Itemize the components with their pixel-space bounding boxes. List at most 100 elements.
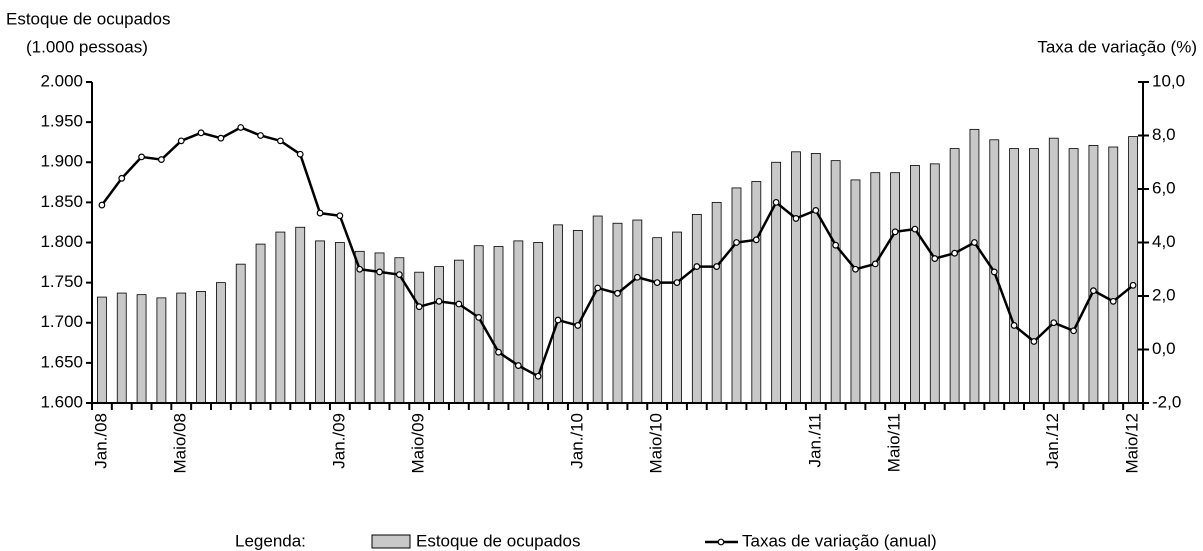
bar: [156, 297, 167, 404]
bar: [453, 259, 464, 404]
line-point: [633, 273, 641, 281]
y2-tick-label: 2,0: [1152, 285, 1176, 304]
line-point: [237, 124, 245, 131]
y2-tick-label: 10,0: [1152, 71, 1185, 90]
y2-tick-label: 4,0: [1152, 232, 1176, 251]
bar: [1088, 144, 1099, 404]
line-point: [594, 284, 602, 292]
bar: [215, 282, 226, 404]
bar: [810, 153, 821, 404]
line-point: [118, 174, 126, 182]
line-point: [1109, 297, 1117, 305]
line-point: [752, 236, 760, 244]
x-tick-label: Maio/11: [885, 413, 904, 472]
line-point: [990, 268, 998, 276]
line-point: [792, 215, 800, 222]
bar: [771, 161, 782, 404]
bar: [1048, 137, 1059, 404]
bar: [196, 291, 206, 404]
bar: [315, 240, 325, 404]
bar: [334, 242, 345, 404]
x-tick-label: Jan./10: [567, 413, 586, 469]
line-point: [971, 239, 978, 246]
bar: [434, 266, 444, 404]
line-point: [673, 279, 681, 287]
line-point: [98, 201, 106, 209]
y-tick-label: 2.000: [40, 71, 83, 90]
bar: [275, 231, 286, 404]
line-point: [951, 249, 959, 257]
line-point: [911, 225, 919, 233]
y2-tick-label: 8,0: [1152, 125, 1176, 144]
line-point: [495, 348, 502, 356]
bar: [910, 165, 920, 404]
bar: [513, 240, 524, 404]
bar: [1009, 148, 1020, 404]
x-tick-label: Maio/12: [1123, 413, 1142, 473]
y-tick-label: 1.600: [40, 392, 83, 411]
bar: [830, 160, 841, 404]
line-point: [138, 153, 145, 161]
line-point: [1129, 281, 1137, 289]
line-point: [514, 362, 522, 369]
bar: [97, 296, 107, 404]
bar: [870, 172, 881, 404]
bar: [1068, 148, 1079, 404]
bar: [791, 151, 801, 404]
bar: [295, 226, 306, 404]
line-point: [614, 289, 621, 297]
line-point: [316, 209, 324, 217]
line-point: [772, 198, 780, 206]
x-tick-label: Jan./12: [1043, 413, 1062, 469]
bar: [414, 271, 425, 404]
legend-label: Estoque de ocupados: [416, 531, 580, 550]
line-point: [177, 137, 185, 145]
line-point: [415, 303, 423, 311]
line-point: [1030, 338, 1038, 345]
y2-tick-label: 6,0: [1152, 178, 1176, 197]
line-point: [653, 279, 661, 287]
line-point: [435, 297, 443, 305]
line-point: [376, 268, 383, 276]
line-point: [713, 263, 721, 270]
bar: [612, 222, 623, 404]
bar: [1108, 146, 1119, 404]
bar: [255, 243, 266, 404]
bar: [116, 292, 127, 404]
bar: [1029, 148, 1039, 404]
y-tick-label: 1.700: [40, 312, 83, 331]
line-point: [534, 372, 542, 380]
line-point: [217, 134, 225, 142]
bar: [136, 294, 147, 404]
x-tick-label: Maio/09: [409, 413, 428, 473]
legend-swatch: [371, 534, 411, 549]
line-point: [296, 150, 304, 158]
line-point: [475, 314, 483, 321]
y-tick-label: 1.850: [40, 192, 83, 211]
line-point: [574, 322, 582, 329]
bar: [632, 219, 643, 404]
x-tick-label: Maio/08: [171, 413, 190, 473]
line-point: [812, 206, 820, 214]
bar: [652, 237, 663, 404]
line-point: [931, 255, 939, 262]
bar: [235, 263, 246, 404]
bar: [890, 172, 901, 404]
bar: [691, 214, 702, 404]
bar: [176, 292, 187, 404]
y-axis-title: (1.000 pessoas): [26, 37, 148, 56]
line-point: [1010, 322, 1018, 329]
line-point: [356, 265, 364, 273]
y2-tick-label: 0,0: [1152, 339, 1176, 358]
bar: [751, 181, 762, 404]
y-tick-label: 1.650: [40, 352, 83, 371]
line-point: [1050, 319, 1058, 327]
y-axis-title: Estoque de ocupados: [6, 9, 170, 28]
bar: [374, 252, 385, 404]
y2-tick-label: -2,0: [1152, 392, 1181, 411]
line-point: [832, 241, 840, 249]
line-point: [336, 212, 344, 220]
bar: [1128, 136, 1138, 404]
bar: [354, 250, 365, 404]
